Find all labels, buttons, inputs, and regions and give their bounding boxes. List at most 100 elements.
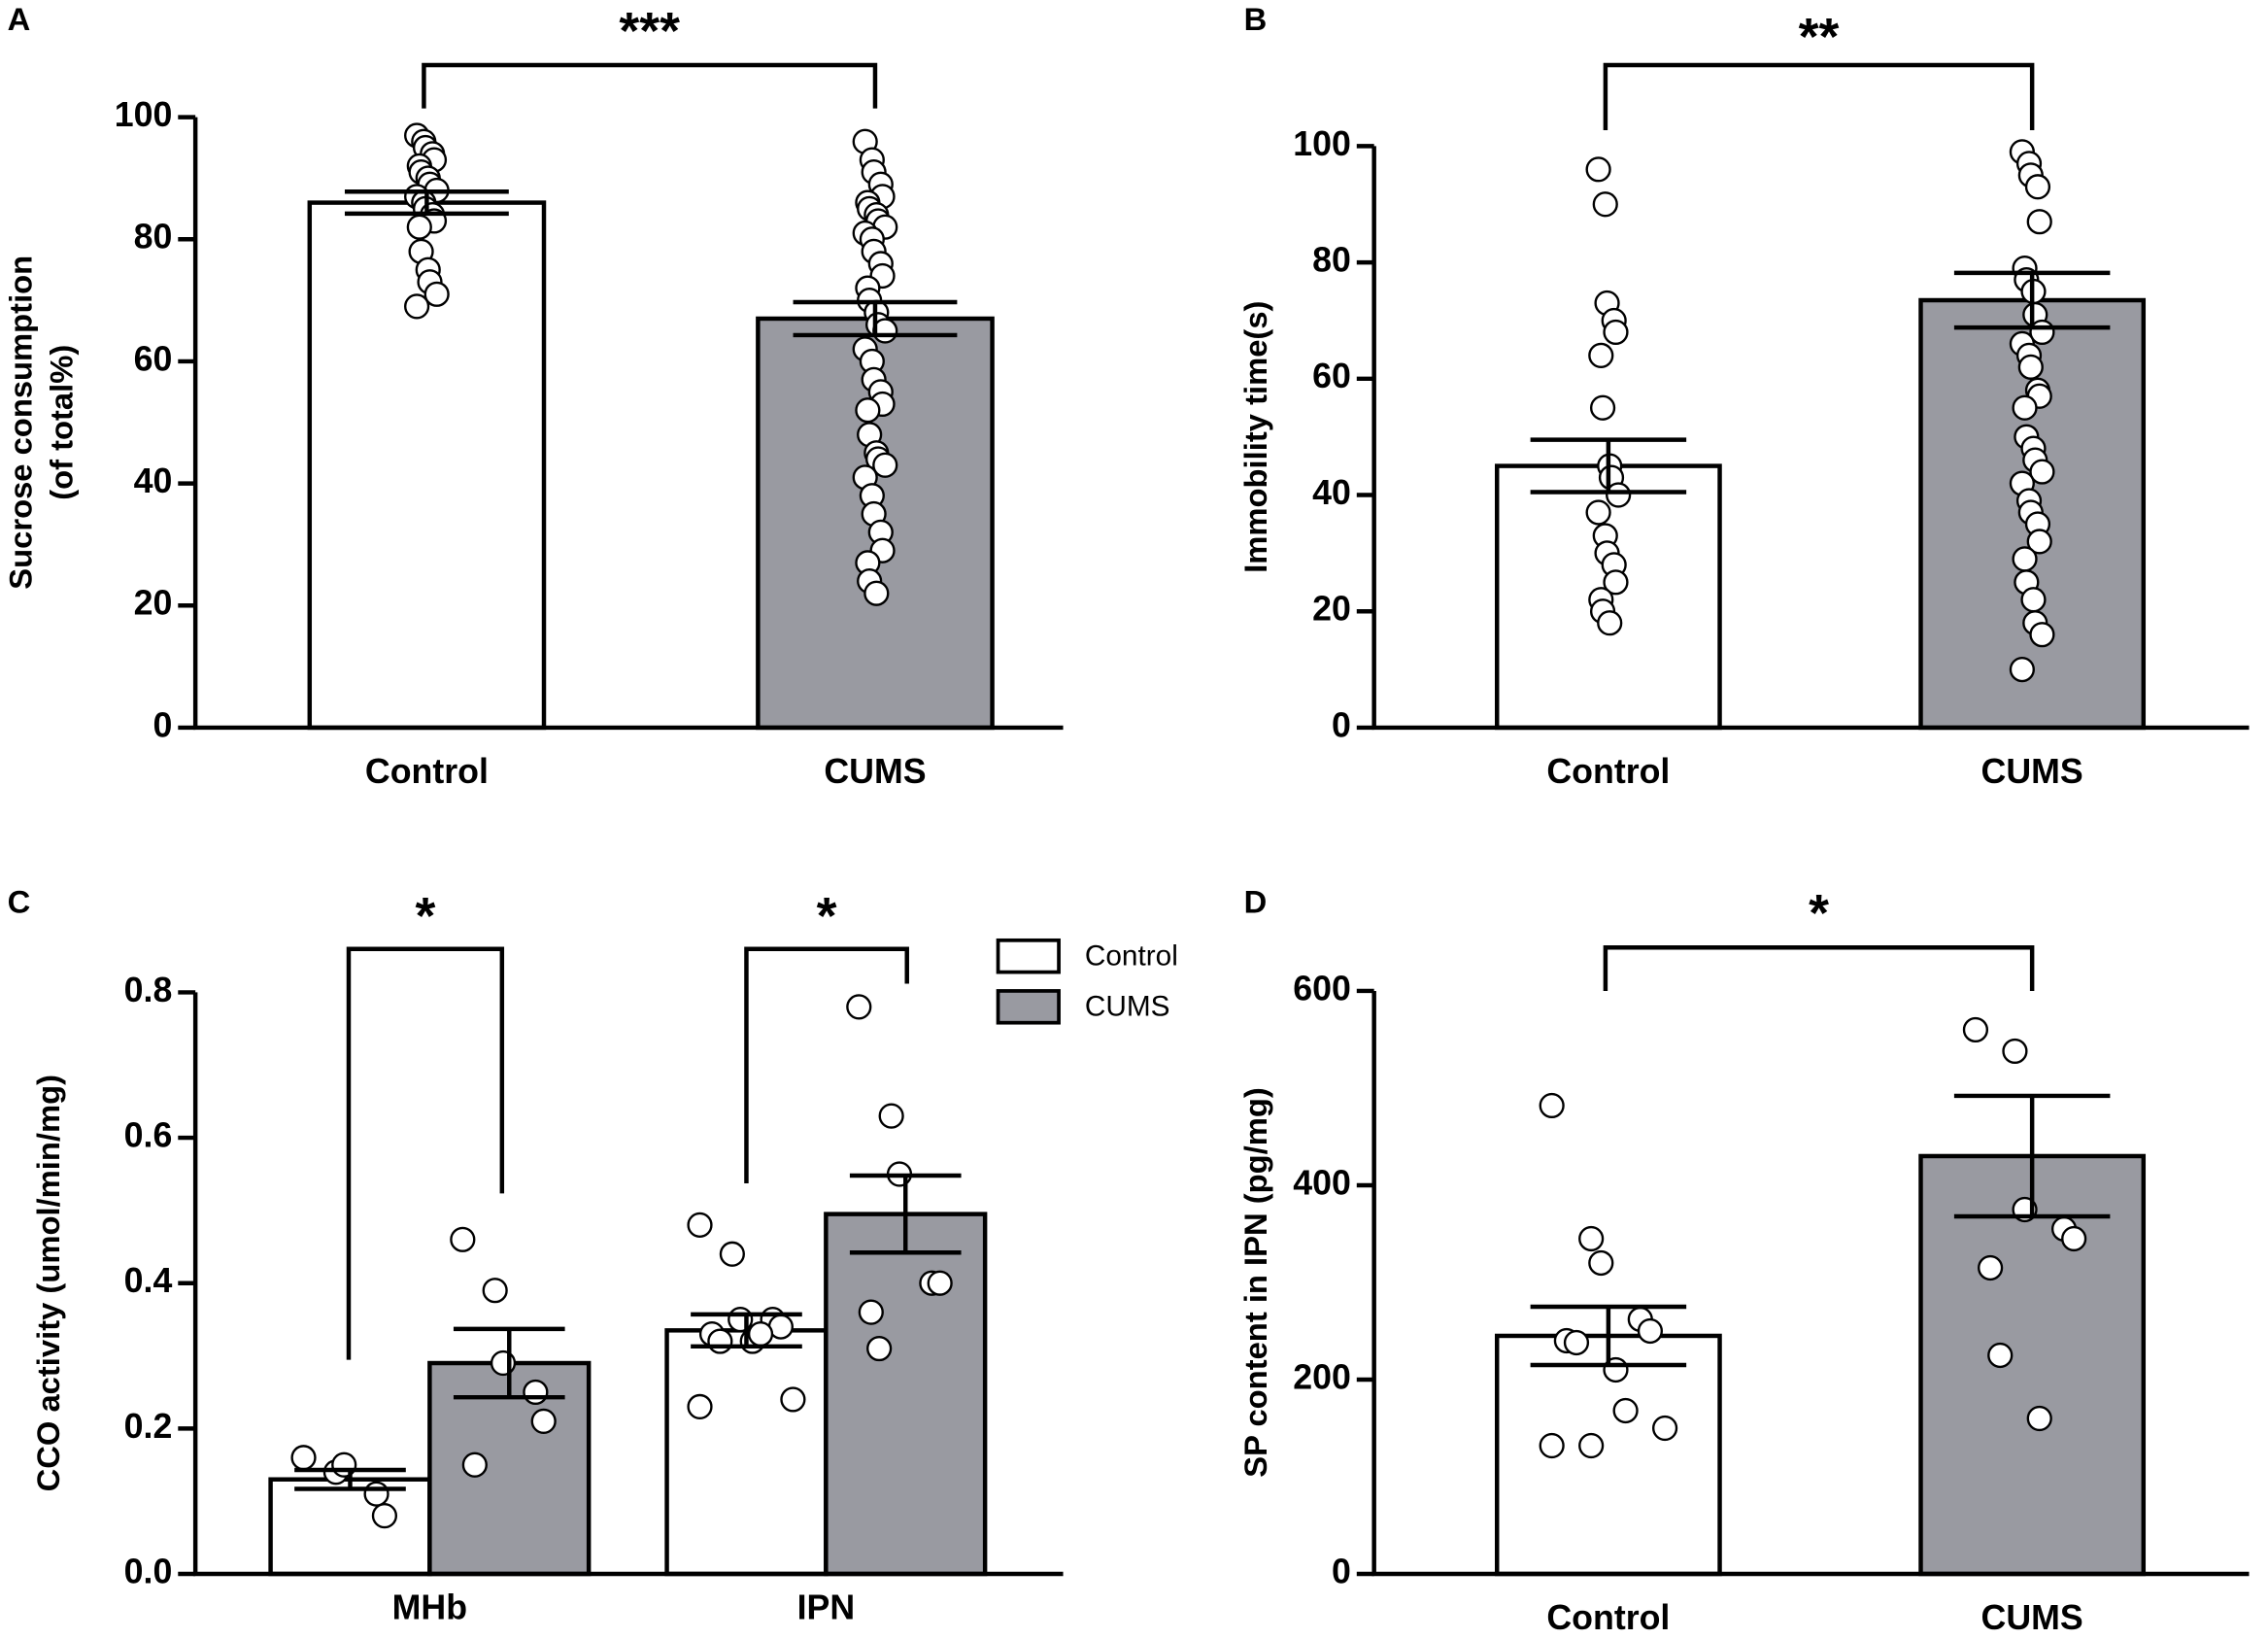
bar bbox=[268, 1477, 432, 1577]
panel-label: C bbox=[8, 883, 31, 919]
data-point bbox=[1962, 1016, 1989, 1043]
data-point bbox=[1606, 482, 1632, 508]
data-point bbox=[1588, 342, 1614, 368]
y-tick-label: 40 bbox=[1312, 473, 1351, 512]
y-tick-label: 100 bbox=[115, 95, 173, 134]
data-point bbox=[687, 1393, 713, 1420]
data-point bbox=[423, 281, 450, 307]
significance-bracket bbox=[422, 62, 878, 109]
axes bbox=[1371, 146, 2250, 731]
significance-label: ** bbox=[1799, 8, 1840, 66]
data-point bbox=[1578, 1432, 1605, 1459]
panel-label: B bbox=[1244, 1, 1268, 37]
y-axis-label: Sucrose consumption bbox=[3, 256, 39, 590]
y-tick-label: 0.6 bbox=[124, 1116, 173, 1155]
x-tick-label: IPN bbox=[797, 1588, 856, 1627]
x-tick-label: Control bbox=[365, 752, 489, 791]
y-tick-label: 20 bbox=[1312, 590, 1351, 629]
error-bar bbox=[793, 299, 958, 338]
axes bbox=[1371, 990, 2250, 1577]
legend-label: CUMS bbox=[1085, 991, 1170, 1023]
axes bbox=[192, 117, 1064, 731]
data-point bbox=[855, 397, 881, 424]
data-point bbox=[2026, 529, 2052, 555]
y-tick-label: 200 bbox=[1293, 1357, 1351, 1396]
data-point bbox=[404, 293, 430, 320]
data-point bbox=[858, 1299, 884, 1325]
data-point bbox=[1603, 569, 1629, 596]
error-bar bbox=[1530, 437, 1687, 495]
data-point bbox=[719, 1241, 745, 1267]
data-point bbox=[371, 1503, 398, 1529]
y-tick-label: 20 bbox=[134, 584, 173, 623]
error-bar bbox=[1953, 1093, 2111, 1219]
y-axis-label: (of total%) bbox=[43, 345, 79, 500]
data-point bbox=[2020, 587, 2047, 613]
data-point bbox=[1589, 394, 1616, 421]
data-point bbox=[1585, 499, 1611, 526]
data-point bbox=[2029, 459, 2055, 485]
data-point bbox=[1588, 1249, 1614, 1277]
data-point bbox=[747, 1320, 774, 1348]
data-point bbox=[290, 1445, 317, 1471]
legend-swatch bbox=[996, 989, 1061, 1025]
data-point bbox=[2026, 1405, 2052, 1432]
data-point bbox=[530, 1408, 557, 1434]
significance-label: *** bbox=[619, 2, 680, 60]
y-tick-label: 0.2 bbox=[124, 1407, 173, 1446]
data-point bbox=[2009, 656, 2035, 683]
data-point bbox=[1987, 1342, 2014, 1369]
significance-bracket bbox=[1603, 945, 2035, 991]
data-point bbox=[406, 214, 432, 240]
data-point bbox=[1592, 191, 1618, 218]
error-bar bbox=[1530, 1304, 1687, 1368]
y-tick-label: 80 bbox=[1312, 241, 1351, 280]
y-tick-label: 0 bbox=[1332, 705, 1351, 744]
error-bar bbox=[294, 1467, 406, 1491]
data-point bbox=[2024, 174, 2051, 200]
significance-bracket bbox=[744, 946, 909, 1183]
data-point bbox=[863, 580, 890, 606]
y-tick-label: 0 bbox=[152, 705, 172, 744]
legend-label: Control bbox=[1085, 940, 1178, 973]
significance-bracket bbox=[1603, 62, 2035, 131]
y-axis-label: CCO activity (umol/min/mg) bbox=[30, 1075, 66, 1491]
y-tick-label: 80 bbox=[134, 218, 173, 256]
data-point bbox=[2012, 394, 2038, 421]
data-point bbox=[1637, 1317, 1664, 1345]
data-point bbox=[2061, 1225, 2087, 1252]
y-tick-label: 100 bbox=[1293, 124, 1351, 163]
data-point bbox=[846, 994, 872, 1020]
significance-label: * bbox=[1809, 884, 1829, 942]
error-bar bbox=[691, 1312, 802, 1349]
y-tick-label: 0.8 bbox=[124, 971, 173, 1009]
significance-bracket bbox=[346, 946, 505, 1360]
data-point bbox=[450, 1226, 476, 1252]
data-point bbox=[2026, 209, 2052, 235]
x-tick-label: CUMS bbox=[1981, 752, 2083, 791]
data-point bbox=[1612, 1397, 1639, 1424]
data-point bbox=[1978, 1254, 2004, 1281]
axes bbox=[192, 992, 1064, 1577]
y-tick-label: 60 bbox=[134, 339, 173, 378]
x-tick-label: CUMS bbox=[824, 752, 926, 791]
data-point bbox=[1578, 1225, 1605, 1252]
data-point bbox=[2017, 354, 2044, 380]
error-bar bbox=[849, 1173, 962, 1255]
y-tick-label: 400 bbox=[1293, 1163, 1351, 1202]
y-tick-label: 600 bbox=[1293, 969, 1351, 1007]
data-point bbox=[707, 1328, 733, 1354]
data-point bbox=[523, 1379, 549, 1406]
y-tick-label: 60 bbox=[1312, 357, 1351, 395]
data-point bbox=[687, 1212, 713, 1238]
data-point bbox=[872, 452, 898, 478]
bar bbox=[824, 1212, 988, 1577]
data-point bbox=[363, 1481, 389, 1507]
bar bbox=[664, 1328, 829, 1577]
data-point bbox=[1585, 156, 1611, 183]
y-tick-label: 0 bbox=[1332, 1552, 1351, 1590]
legend-swatch bbox=[996, 938, 1061, 974]
data-point bbox=[1563, 1329, 1590, 1356]
data-point bbox=[461, 1451, 488, 1478]
